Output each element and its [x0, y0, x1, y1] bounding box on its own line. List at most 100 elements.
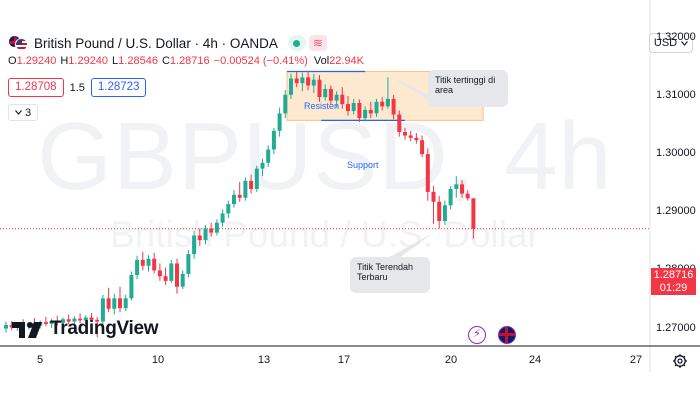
candle — [431, 186, 436, 224]
candle-body — [385, 98, 390, 107]
spread-value: 1.5 — [69, 81, 85, 94]
lightning-event-icon[interactable]: ⚡ — [468, 326, 486, 344]
candle-body — [146, 258, 151, 266]
gear-icon[interactable] — [672, 353, 688, 369]
price-tick-label: 1.30000 — [656, 147, 696, 160]
candle — [420, 135, 425, 158]
time-tick-label: 27 — [629, 354, 643, 366]
candle — [437, 195, 442, 229]
candle — [448, 186, 453, 210]
candle — [397, 110, 402, 137]
candle-body — [323, 88, 328, 98]
symbol-header[interactable]: British Pound / U.S. Dollar · 4h · OANDA… — [8, 33, 327, 53]
price-tick-label: 1.27000 — [656, 321, 696, 334]
candle — [425, 148, 430, 201]
candle-body — [414, 137, 419, 141]
candle — [471, 198, 476, 239]
candle-body — [351, 102, 356, 112]
candle — [306, 71, 311, 91]
time-tick-label: 13 — [257, 354, 271, 366]
symbol-title[interactable]: British Pound / U.S. Dollar · 4h · OANDA — [34, 35, 278, 51]
candle — [328, 85, 333, 105]
candle-body — [226, 204, 231, 214]
candle-body — [363, 109, 368, 119]
candle-body — [334, 94, 339, 101]
price-tick-label: 1.29000 — [656, 205, 696, 218]
wave-icon[interactable]: ≋ — [308, 35, 327, 51]
candle — [180, 270, 185, 290]
buy-button[interactable]: 1.28723 — [90, 78, 147, 97]
quote-row: 1.28708 1.5 1.28723 — [8, 78, 147, 97]
tradingview-logo-icon — [12, 322, 42, 338]
candle — [152, 252, 157, 274]
candle — [89, 312, 94, 323]
candle — [334, 91, 339, 108]
candle-body — [49, 320, 54, 324]
candle-body — [271, 130, 276, 150]
candle — [123, 294, 128, 312]
candle-body — [317, 79, 322, 98]
price-tick-label: 1.31000 — [656, 88, 696, 101]
candle-body — [357, 102, 362, 119]
gb-event-flag-icon[interactable] — [498, 326, 516, 344]
callout-high[interactable]: Titik tertinggi di area — [428, 70, 508, 107]
candle — [209, 222, 214, 237]
candle-body — [135, 259, 140, 276]
candle — [260, 158, 265, 177]
candle-body — [340, 94, 345, 105]
candle — [311, 73, 316, 94]
resistance-label[interactable]: Resisten — [304, 101, 340, 111]
candle — [140, 251, 145, 271]
candle — [106, 287, 111, 313]
price-tick-label: 1.32000 — [656, 30, 696, 43]
candle — [363, 106, 368, 122]
candle-body — [420, 140, 425, 155]
candle — [249, 174, 254, 194]
candle-body — [437, 201, 442, 221]
candle-body — [61, 319, 65, 323]
candle — [442, 200, 447, 226]
candle-body — [289, 78, 293, 95]
candle — [49, 318, 54, 328]
candle — [403, 127, 407, 140]
market-status-badge[interactable] — [287, 35, 306, 51]
candle — [220, 209, 225, 227]
callout-low[interactable]: Titik Terendah Terbaru — [350, 257, 430, 293]
candle-body — [163, 276, 168, 281]
candle-body — [397, 114, 402, 133]
chart-grid — [0, 0, 700, 372]
overlay-layer — [386, 74, 446, 259]
candle-body — [232, 194, 236, 205]
candle — [380, 97, 385, 111]
candle — [454, 176, 459, 198]
candle — [317, 75, 322, 102]
change-value: −0.00524 (−0.41%) — [213, 55, 308, 67]
indicators-count: 3 — [24, 106, 32, 119]
candle-body — [140, 259, 145, 266]
candle-body — [408, 135, 413, 138]
candle — [192, 230, 197, 259]
candle — [4, 321, 8, 333]
currency-select[interactable]: USD — [649, 33, 693, 53]
candle-body — [43, 322, 48, 324]
candle — [346, 95, 350, 116]
candle — [351, 98, 356, 115]
bar-countdown: 01:29 — [659, 282, 688, 294]
candle-body — [266, 149, 271, 163]
candle-body — [277, 113, 282, 131]
tradingview-logo[interactable]: TradingView — [12, 318, 159, 340]
candle-body — [237, 194, 242, 198]
candle — [266, 145, 271, 167]
support-label[interactable]: Support — [347, 160, 379, 170]
candle — [226, 200, 231, 219]
candle-body — [220, 213, 225, 223]
candle-body — [454, 184, 459, 189]
candle — [112, 293, 117, 315]
candle-body — [175, 263, 179, 287]
open-label: O — [8, 55, 17, 67]
candle — [61, 317, 65, 327]
indicators-toggle-button[interactable]: 3 — [8, 104, 38, 121]
chevron-down-icon — [681, 40, 689, 46]
time-tick-label: 17 — [337, 354, 351, 366]
sell-button[interactable]: 1.28708 — [8, 78, 64, 97]
